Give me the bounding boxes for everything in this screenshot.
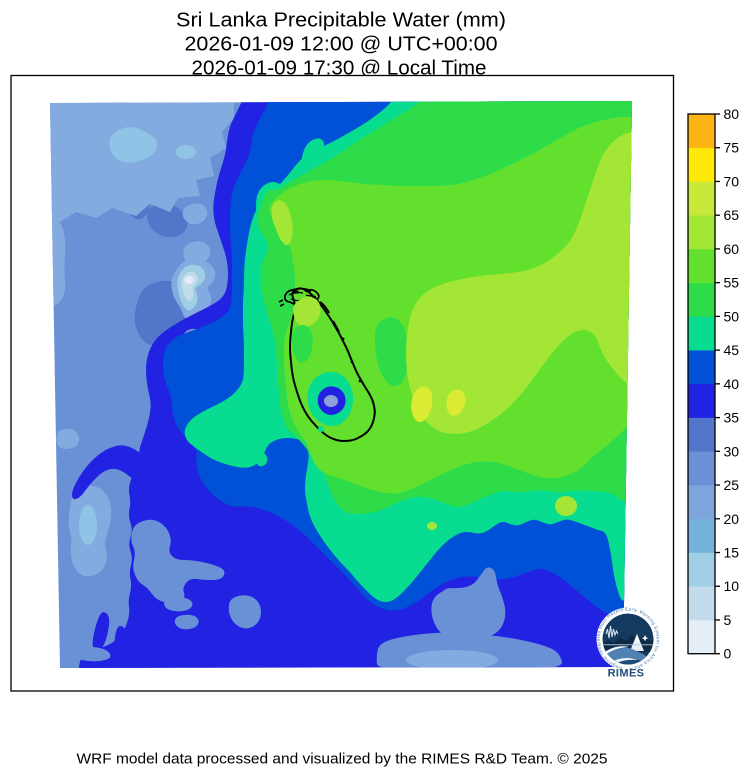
svg-text:WRF model data processed and v: WRF model data processed and visualized … (77, 752, 608, 768)
svg-text:10: 10 (724, 578, 740, 594)
svg-text:Sri Lanka Precipitable Water (: Sri Lanka Precipitable Water (mm) (176, 9, 506, 31)
svg-text:70: 70 (724, 173, 740, 189)
svg-text:RIMES: RIMES (608, 668, 645, 680)
svg-text:75: 75 (724, 140, 740, 156)
svg-text:45: 45 (724, 342, 740, 358)
svg-text:5: 5 (724, 612, 732, 628)
svg-text:65: 65 (724, 207, 740, 223)
svg-text:25: 25 (724, 477, 740, 493)
svg-text:2026-01-09 12:00 @ UTC+00:00: 2026-01-09 12:00 @ UTC+00:00 (185, 34, 498, 56)
svg-text:30: 30 (724, 443, 740, 459)
svg-text:35: 35 (724, 410, 740, 426)
svg-text:0: 0 (724, 646, 732, 662)
svg-text:15: 15 (724, 545, 740, 561)
svg-text:80: 80 (724, 106, 740, 122)
svg-text:40: 40 (724, 376, 740, 392)
svg-text:55: 55 (724, 275, 740, 291)
svg-text:60: 60 (724, 241, 740, 257)
svg-text:2026-01-09 17:30 @ Local Time: 2026-01-09 17:30 @ Local Time (192, 58, 487, 80)
svg-text:20: 20 (724, 511, 740, 527)
svg-text:50: 50 (724, 308, 740, 324)
